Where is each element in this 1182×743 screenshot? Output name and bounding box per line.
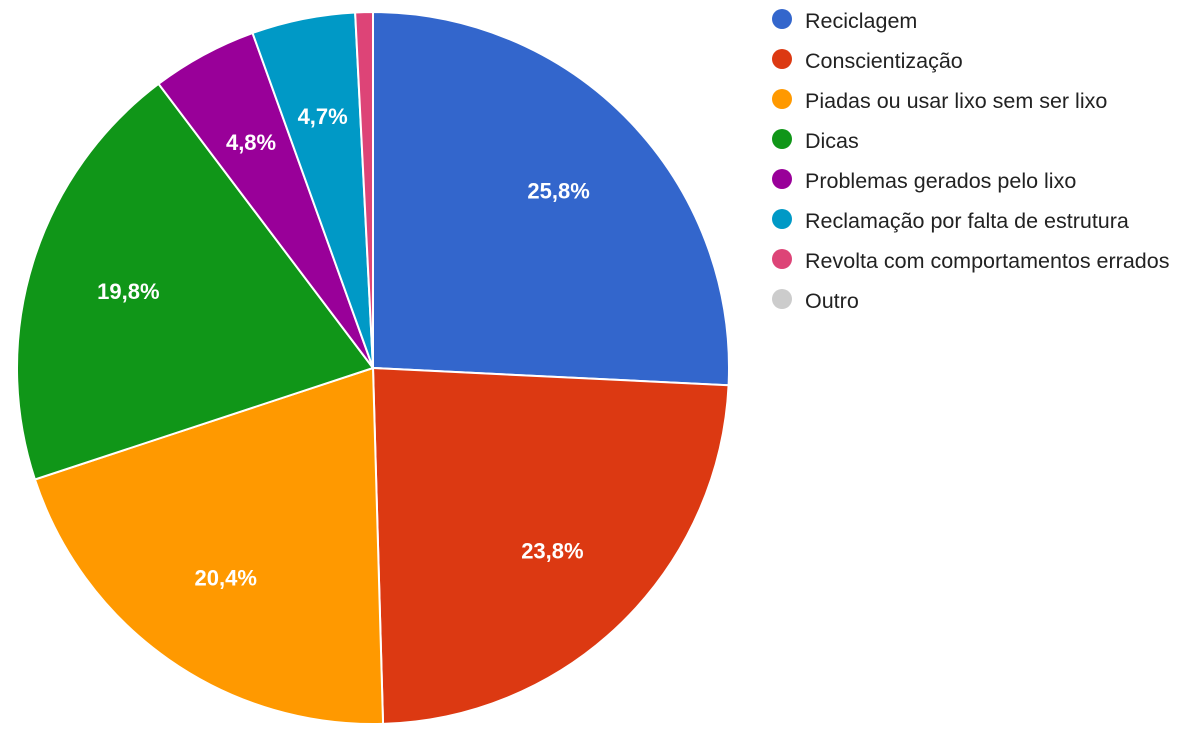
legend-item-2: Conscientização bbox=[772, 46, 1177, 76]
pie-chart: 25,8% 23,8% 20,4% 19,8% 4,8% 4,7% bbox=[16, 10, 730, 725]
pie-slice-1 bbox=[372, 10, 730, 387]
legend-swatch-icon bbox=[772, 89, 792, 109]
legend-swatch-icon bbox=[772, 49, 792, 69]
legend-label: Conscientização bbox=[805, 49, 963, 73]
slice-label-4: 19,8% bbox=[97, 279, 159, 304]
legend-label: Outro bbox=[805, 289, 859, 313]
legend-swatch-icon bbox=[772, 289, 792, 309]
pie-slice-2 bbox=[371, 366, 730, 725]
legend-label: Piadas ou usar lixo sem ser lixo bbox=[805, 89, 1108, 113]
slice-label-6: 4,7% bbox=[298, 104, 348, 129]
chart-legend: Reciclagem Conscientização Piadas ou usar … bbox=[772, 6, 1177, 326]
legend-label: Problemas gerados pelo lixo bbox=[805, 169, 1077, 193]
pie-slice-4 bbox=[16, 82, 375, 481]
pie-slice-3 bbox=[33, 366, 385, 725]
pie-labels: 25,8% 23,8% 20,4% 19,8% 4,8% 4,7% bbox=[97, 104, 590, 590]
legend-item-3: Piadas ou usar lixo sem ser lixo bbox=[772, 86, 1177, 116]
legend-item-1: Reciclagem bbox=[772, 6, 1177, 36]
slice-label-3: 20,4% bbox=[195, 565, 257, 590]
pie-slices bbox=[16, 10, 730, 725]
legend-label: Dicas bbox=[805, 129, 859, 153]
slice-label-1: 25,8% bbox=[527, 179, 589, 204]
legend-label: Reciclagem bbox=[805, 9, 918, 33]
legend-label: Revolta com comportamentos errados bbox=[805, 249, 1170, 273]
legend-swatch-icon bbox=[772, 169, 792, 189]
legend-swatch-icon bbox=[772, 9, 792, 29]
legend-item-6: Reclamação por falta de estrutura bbox=[772, 206, 1177, 236]
slice-label-5: 4,8% bbox=[226, 130, 276, 155]
legend-label: Reclamação por falta de estrutura bbox=[805, 209, 1129, 233]
legend-swatch-icon bbox=[772, 249, 792, 269]
legend-item-7: Revolta com comportamentos errados bbox=[772, 246, 1177, 276]
legend-item-4: Dicas bbox=[772, 126, 1177, 156]
slice-label-2: 23,8% bbox=[521, 539, 583, 564]
legend-item-5: Problemas gerados pelo lixo bbox=[772, 166, 1177, 196]
pie-slice-7 bbox=[354, 10, 374, 369]
legend-swatch-icon bbox=[772, 129, 792, 149]
legend-item-8: Outro bbox=[772, 286, 1177, 316]
legend-swatch-icon bbox=[772, 209, 792, 229]
